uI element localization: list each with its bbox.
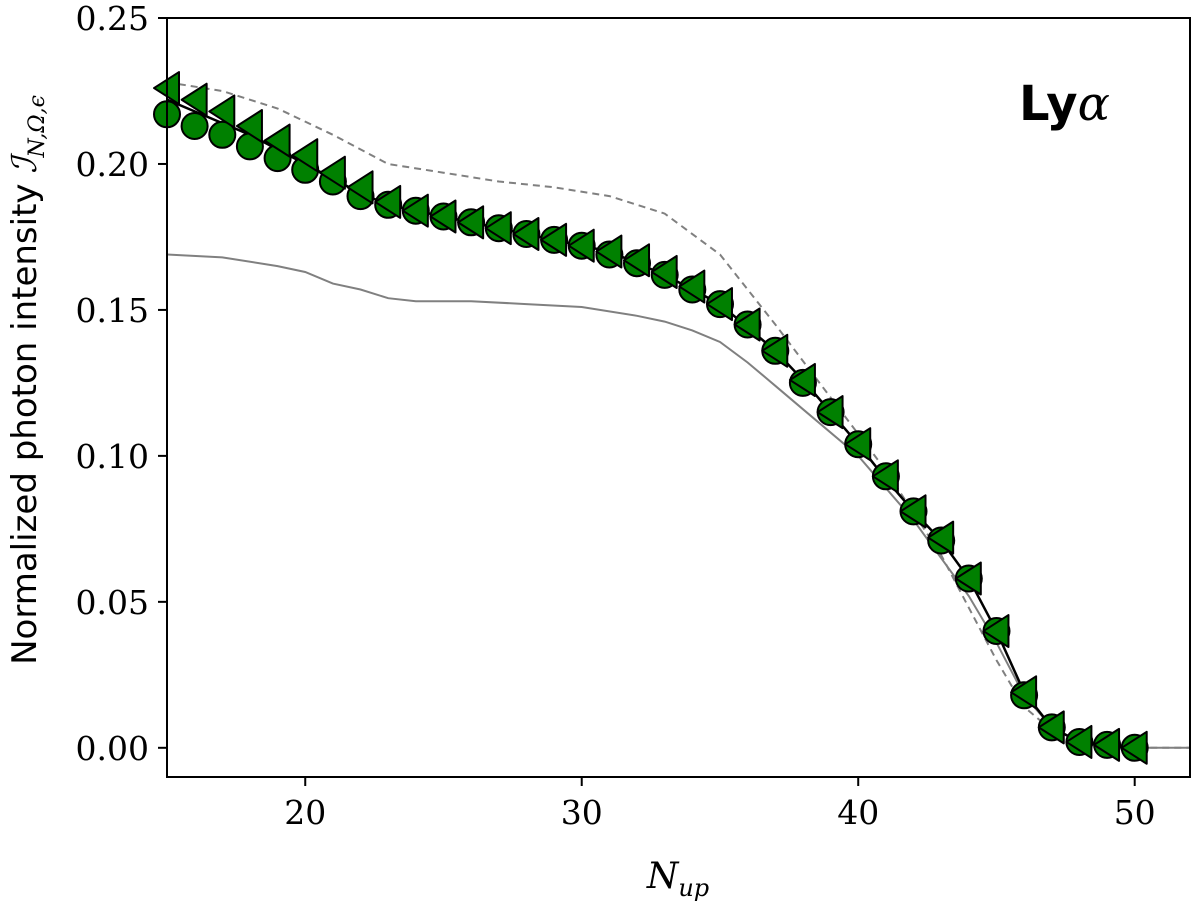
x-tick-label: 20 (284, 793, 326, 832)
triangle-left-marker (291, 138, 319, 173)
triangle-left-marker (512, 217, 540, 252)
triangle-left-marker (374, 184, 402, 219)
triangle-left-marker (816, 395, 844, 430)
line-annotation: Lyα (1019, 76, 1110, 132)
triangle-left-marker (678, 269, 706, 304)
triangle-left-marker (1065, 724, 1093, 759)
series-solid-gray-line (167, 253, 1190, 749)
triangle-left-marker (457, 205, 485, 240)
y-tick-label: 0.00 (76, 729, 149, 768)
y-tick-label: 0.10 (76, 437, 149, 476)
circle-marker (180, 112, 209, 140)
triangle-left-marker (1093, 727, 1121, 762)
triangle-left-marker (1010, 675, 1038, 710)
triangle-left-marker (595, 234, 623, 269)
triangle-left-marker (705, 287, 733, 322)
series-dashed-gray-line (167, 81, 1190, 749)
triangle-left-marker (650, 254, 678, 289)
triangle-left-marker (761, 333, 789, 368)
triangle-left-marker (788, 362, 816, 397)
y-tick-label: 0.15 (76, 291, 149, 330)
triangle-left-marker (540, 222, 568, 257)
marker-layer (153, 71, 1149, 765)
x-tick-label: 40 (837, 793, 879, 832)
plot-frame (166, 17, 1191, 778)
triangle-left-marker (318, 155, 346, 190)
triangle-left-marker (263, 123, 291, 158)
y-tick-label: 0.25 (76, 0, 149, 38)
triangle-left-marker (899, 494, 927, 529)
triangle-left-marker (871, 459, 899, 494)
triangle-left-marker (733, 307, 761, 342)
triangle-left-marker (982, 614, 1010, 649)
triangle-left-marker (401, 193, 429, 228)
triangle-left-marker (1120, 730, 1148, 765)
triangle-left-marker (844, 427, 872, 462)
triangle-left-marker (346, 170, 374, 205)
triangle-left-marker (429, 199, 457, 234)
x-axis-label: Nup (646, 856, 709, 902)
triangle-left-marker (927, 520, 955, 555)
y-tick-label: 0.05 (76, 583, 149, 622)
triangle-left-marker (180, 82, 208, 117)
y-tick-label: 0.20 (76, 145, 149, 184)
triangle-left-marker (484, 211, 512, 246)
x-tick-label: 50 (1114, 793, 1156, 832)
triangle-left-marker (567, 228, 595, 263)
y-axis-label: Normalized photon intensityℐN,Ω,ϵ (5, 95, 50, 665)
tick-layer: 20 30 40 50 0.00 0.05 0.10 0.15 0.20 0.25 (76, 0, 1156, 832)
triangle-left-marker (623, 243, 651, 278)
x-tick-label: 30 (561, 793, 603, 832)
triangle-left-marker (208, 94, 236, 129)
triangle-left-marker (1037, 710, 1065, 745)
circle-marker (208, 120, 237, 149)
triangle-left-marker (235, 109, 263, 144)
triangle-left-marker (954, 561, 982, 596)
